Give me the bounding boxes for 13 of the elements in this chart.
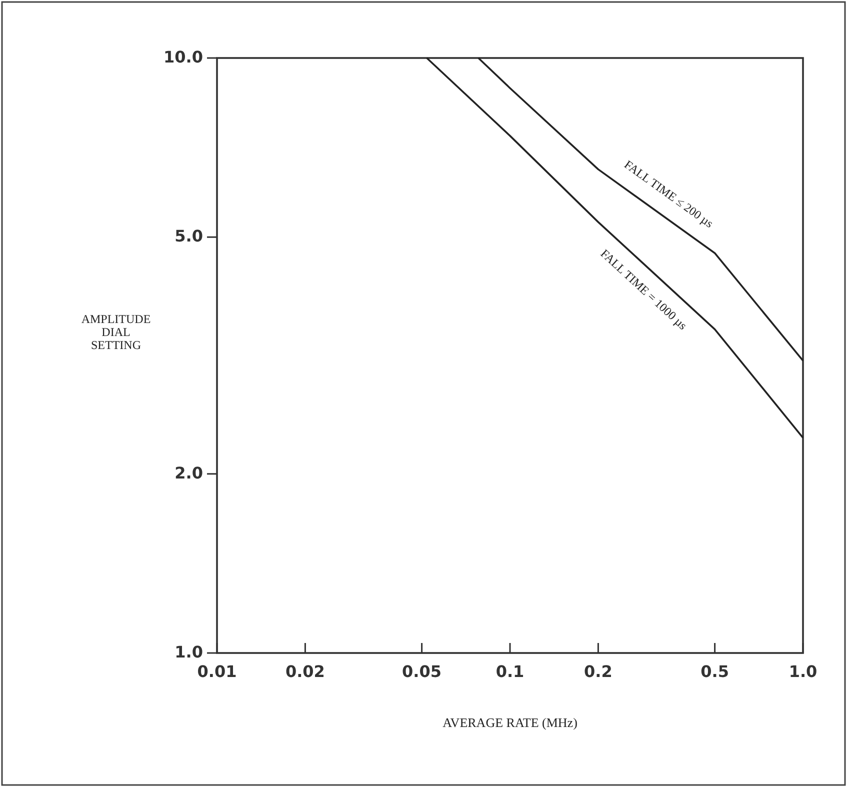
x-tick-label: 0.5	[700, 662, 729, 681]
y-tick-label: 2.0	[174, 463, 203, 482]
x-tick-label: 1.0	[788, 662, 818, 681]
x-tick-label: 0.02	[285, 662, 325, 681]
x-tick-label: 0.1	[496, 662, 524, 681]
x-tick-label: 0.05	[402, 662, 442, 681]
x-tick-label: 0.2	[584, 662, 612, 681]
x-tick-label: 0.01	[197, 662, 237, 681]
y-tick-label: 10.0	[164, 47, 203, 66]
y-tick-label: 5.0	[174, 226, 203, 246]
y-tick-label: 1.0	[174, 642, 203, 662]
x-axis-title: AVERAGE RATE (MHz)	[442, 715, 578, 730]
y-axis-title: AMPLITUDE DIAL SETTING	[81, 312, 151, 352]
